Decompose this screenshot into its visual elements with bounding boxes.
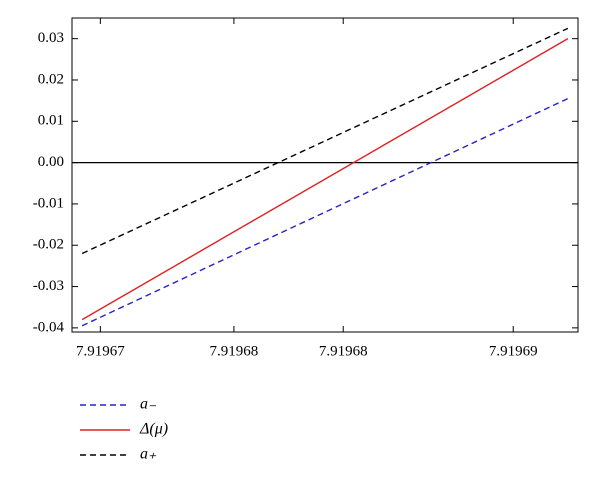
series-line [81,27,569,255]
y-tick-label: -0.02 [33,237,64,253]
plot-frame [71,17,579,333]
x-tick-label: 7.91968 [210,343,259,359]
y-tick-label: -0.01 [33,195,64,211]
legend-label: a₋ [140,396,157,413]
legend-label: Δ(μ) [139,421,168,438]
y-tick-label: -0.04 [33,319,65,335]
y-tick-label: -0.03 [33,278,64,294]
y-tick-label: 0.01 [38,113,64,129]
x-tick-label: 7.91967 [76,343,125,359]
y-tick-label: 0.02 [38,71,64,87]
legend-label: a₊ [140,446,157,463]
x-tick-label: 7.91968 [319,343,368,359]
y-tick-label: 0.00 [38,154,64,170]
series-line [81,38,569,321]
series-line [81,97,569,327]
y-tick-label: 0.03 [38,30,64,46]
x-tick-label: 7.91969 [489,343,538,359]
